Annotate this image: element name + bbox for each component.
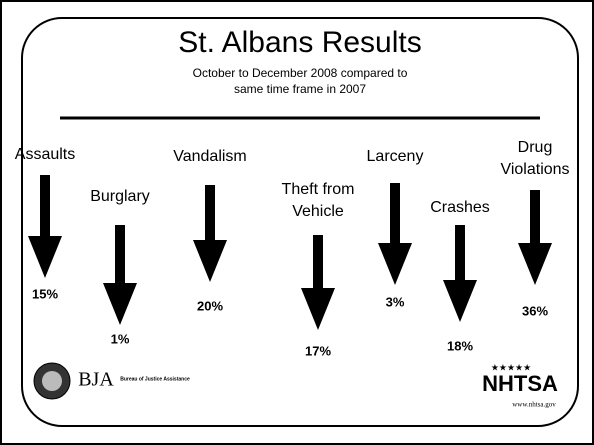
down-arrow [518,190,552,285]
item-label: Violations [500,161,569,178]
down-arrow [193,185,227,282]
item-value: 20% [197,298,223,313]
item-value: 15% [32,286,58,301]
down-arrow [103,225,137,325]
item-value: 1% [111,331,130,346]
subtitle: October to December 2008 compared to [193,66,408,80]
nhtsa-url: www.nhtsa.gov [512,401,556,409]
stars: ★★★★★ [491,362,531,372]
bja-name: Bureau of Justice Assistance [120,376,190,382]
nhtsa-text: NHTSA [482,371,558,396]
item-label: Drug [518,139,553,156]
down-arrow [378,183,412,285]
item-label: Theft from [282,181,355,198]
item-label: Vandalism [173,148,247,165]
bja-text: BJA [78,369,114,391]
subtitle: same time frame in 2007 [234,82,366,96]
item-label: Burglary [90,188,150,205]
item-value: 18% [447,338,473,353]
item-value: 36% [522,303,548,318]
title: St. Albans Results [178,26,421,59]
down-arrow [301,235,335,330]
item-value: 17% [305,343,331,358]
seal-inner [42,371,62,391]
item-label: Assaults [15,146,75,163]
down-arrow [443,225,477,322]
item-label: Larceny [367,148,424,165]
slide-frame [21,17,579,427]
nhtsa-logo: ★★★★★ NHTSA www.nhtsa.gov [482,362,558,408]
down-arrow [28,175,62,278]
item-value: 3% [386,294,405,309]
item-label: Crashes [430,199,490,216]
bja-logo: BJA Bureau of Justice Assistance [33,362,190,400]
item-label: Vehicle [292,203,344,220]
